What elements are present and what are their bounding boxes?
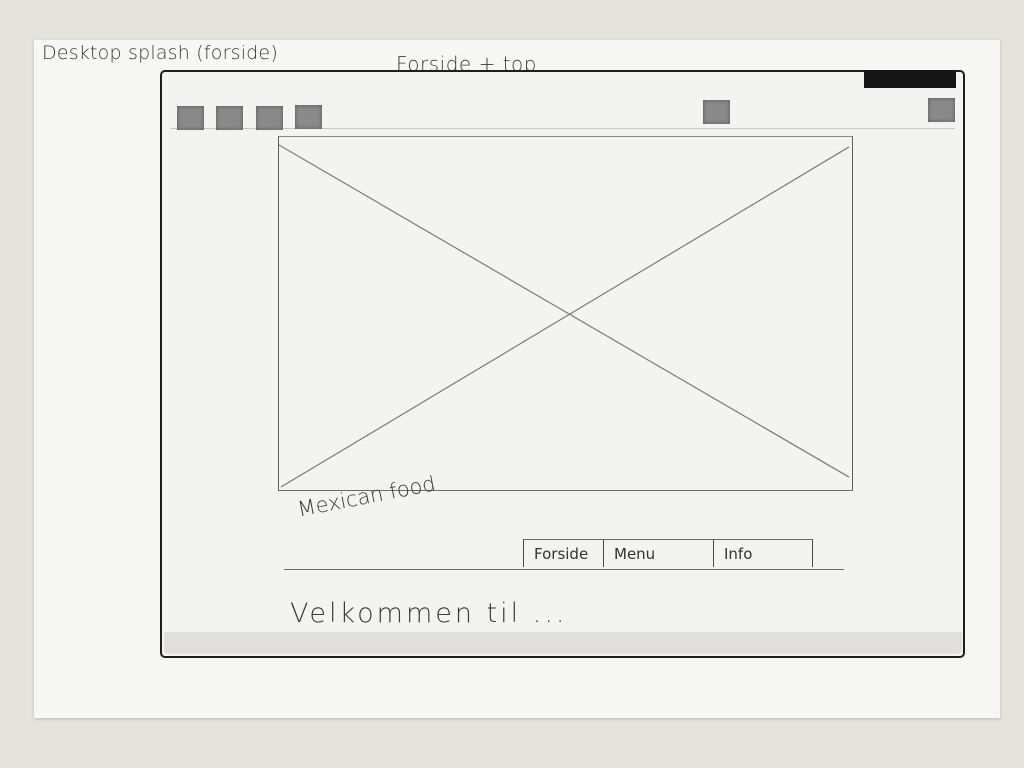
placeholder-square-icon[interactable]: [928, 98, 955, 122]
toolbar-divider: [170, 128, 955, 129]
placeholder-square-icon[interactable]: [256, 106, 283, 130]
nav-item-info[interactable]: Info: [713, 539, 813, 567]
welcome-heading: Velkommen til ...: [290, 598, 568, 629]
main-nav: Forside Menu Info: [523, 539, 813, 567]
placeholder-square-icon[interactable]: [295, 105, 322, 129]
placeholder-square-icon[interactable]: [177, 106, 204, 130]
window-title-bar: [864, 70, 956, 88]
browser-window-frame: [160, 70, 965, 658]
sheet-title: Desktop splash (forside): [42, 42, 278, 64]
placeholder-square-icon[interactable]: [703, 100, 730, 124]
footer-strip: [164, 632, 962, 654]
hero-image-placeholder: [278, 136, 853, 491]
nav-item-forside[interactable]: Forside: [523, 539, 603, 567]
placeholder-square-icon[interactable]: [216, 106, 243, 130]
nav-item-menu[interactable]: Menu: [603, 539, 713, 567]
nav-underline: [284, 569, 844, 570]
image-placeholder-icon: [279, 144, 850, 488]
